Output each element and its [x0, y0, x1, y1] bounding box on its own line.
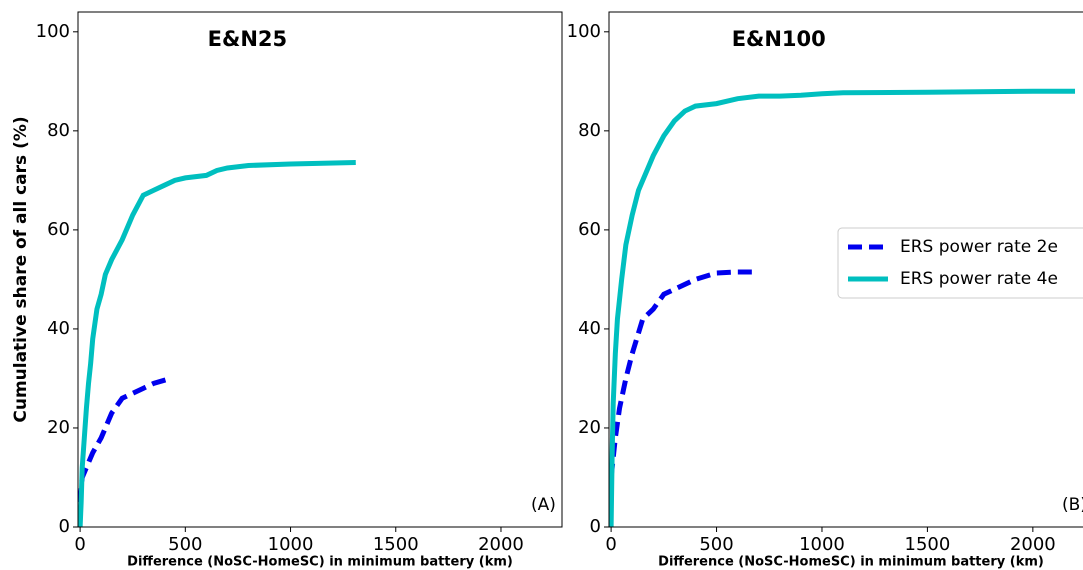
y-tick-label: 80: [47, 120, 70, 141]
legend-label: ERS power rate 4e: [900, 269, 1058, 289]
series-line: [608, 269, 759, 478]
y-tick-label: 0: [590, 516, 601, 537]
annotation: (B): [1062, 495, 1083, 515]
y-tick-label: 40: [578, 318, 601, 339]
x-tick-label: 2000: [1010, 534, 1056, 555]
x-axis-label: Difference (NoSC-HomeSC) in minimum batt…: [127, 555, 513, 570]
x-tick-label: 1000: [799, 534, 845, 555]
series-line: [608, 88, 1076, 528]
y-tick-label: 60: [578, 219, 601, 240]
y-tick-label: 20: [578, 417, 601, 438]
legend-box: [837, 227, 1083, 299]
y-tick-label: 100: [36, 21, 70, 42]
x-tick-label: 0: [74, 534, 85, 555]
x-tick-label: 1500: [373, 534, 419, 555]
x-axis-label: Difference (NoSC-HomeSC) in minimum batt…: [658, 555, 1044, 570]
legend-label: ERS power rate 2e: [900, 237, 1058, 257]
x-tick-label: 500: [699, 534, 733, 555]
y-tick-label: 60: [47, 219, 70, 240]
annotation: (A): [531, 495, 556, 515]
chart-title: E&N100: [732, 27, 826, 51]
y-tick-label: 80: [578, 120, 601, 141]
y-tick-label: 40: [47, 318, 70, 339]
plot-frame: [77, 11, 563, 528]
series-line: [77, 376, 172, 503]
x-tick-label: 0: [605, 534, 616, 555]
chart-title: E&N25: [208, 27, 287, 51]
series-line: [77, 160, 356, 528]
x-tick-label: 2000: [478, 534, 524, 555]
y-tick-label: 20: [47, 417, 70, 438]
x-tick-label: 500: [168, 534, 202, 555]
x-tick-label: 1500: [905, 534, 951, 555]
y-axis-label: Cumulative share of all cars (%): [11, 116, 31, 422]
x-tick-label: 1000: [268, 534, 314, 555]
y-tick-label: 0: [59, 516, 70, 537]
plot-frame: [608, 11, 1083, 528]
y-tick-label: 100: [567, 21, 601, 42]
